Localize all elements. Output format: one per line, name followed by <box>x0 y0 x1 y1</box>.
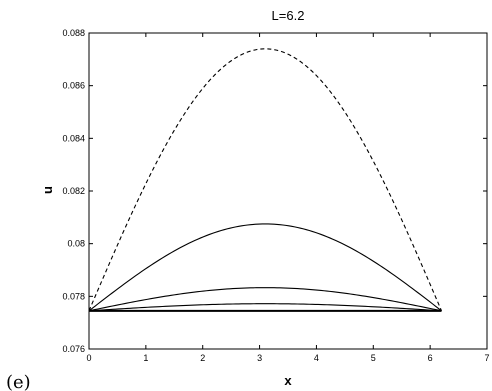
x-tick-label: 7 <box>484 353 489 363</box>
plot-series <box>88 48 443 312</box>
series-line-3 <box>88 287 442 312</box>
y-tick-label: 0.088 <box>62 28 85 38</box>
chart-title: L=6.2 <box>272 8 305 23</box>
plot-frame <box>88 32 488 350</box>
y-axis-label: u <box>40 186 55 194</box>
series-line-1 <box>88 48 443 312</box>
y-tick-label: 0.08 <box>67 239 85 249</box>
y-tick-label: 0.084 <box>62 133 85 143</box>
y-tick-label: 0.082 <box>62 186 85 196</box>
x-tick-label: 6 <box>428 353 433 363</box>
series-line-4 <box>88 303 442 312</box>
x-tick-label: 4 <box>314 353 319 363</box>
y-tick-label: 0.086 <box>62 81 85 91</box>
plot-axes: 0 1 2 3 4 5 6 7 0.076 0.078 0.08 0.082 0.084 0.086 0.0… <box>62 28 489 363</box>
x-tick-label: 1 <box>143 353 148 363</box>
x-tick-label: 3 <box>257 353 262 363</box>
y-tick-label: 0.078 <box>62 291 85 301</box>
x-tick-label: 0 <box>86 353 91 363</box>
panel-label: (e) <box>6 372 31 391</box>
y-tick-label: 0.076 <box>62 344 85 354</box>
x-axis-label: x <box>284 373 292 388</box>
x-tick-label: 5 <box>371 353 376 363</box>
x-tick-label: 2 <box>200 353 205 363</box>
series-line-2 <box>88 223 442 312</box>
